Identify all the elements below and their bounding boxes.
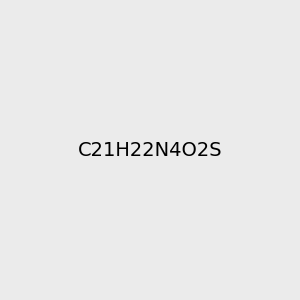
Text: C21H22N4O2S: C21H22N4O2S: [78, 140, 222, 160]
